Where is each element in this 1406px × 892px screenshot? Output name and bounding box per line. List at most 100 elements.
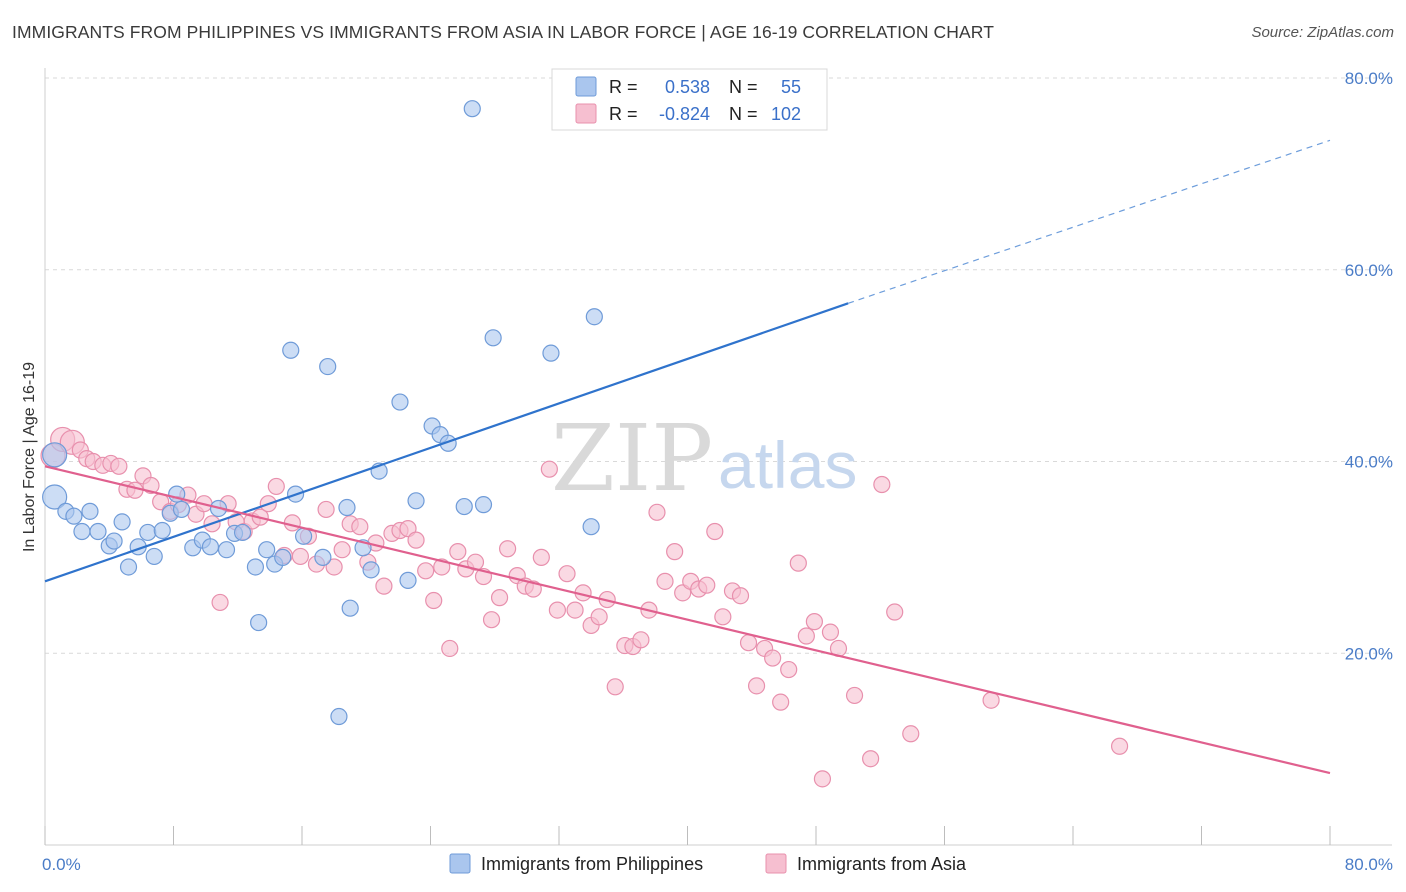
asia-point (325, 558, 343, 576)
philippines-point (341, 599, 359, 617)
philippines-point (65, 507, 83, 525)
philippines-point (113, 513, 131, 531)
philippines-point (246, 558, 265, 576)
philippines-point (201, 538, 220, 556)
asia-point (126, 481, 144, 499)
asia-point (566, 601, 584, 619)
stats-blue-r-value: 0.538 (665, 77, 710, 97)
gridlines (45, 77, 1392, 654)
legend-swatch-asia (765, 853, 787, 874)
asia-point (558, 565, 576, 583)
y-tick-label: 60.0% (1345, 261, 1393, 280)
watermark-atlas: atlas (718, 428, 857, 502)
asia-point (780, 660, 798, 679)
trend-lines (44, 139, 1331, 775)
asia-point (845, 686, 864, 705)
philippines-point (407, 492, 425, 510)
philippines-point (153, 521, 171, 540)
philippines-point (319, 357, 337, 376)
philippines-point (399, 571, 417, 589)
asia-point (656, 572, 674, 590)
legend: Immigrants from Philippines Immigrants f… (449, 853, 967, 874)
asia-point (747, 677, 766, 695)
philippines-point (89, 522, 107, 541)
philippines-point (391, 393, 409, 411)
philippines-point (139, 523, 157, 542)
asia-point (351, 518, 369, 536)
asia-point (211, 593, 229, 612)
asia-point (714, 608, 732, 626)
philippines-point (250, 613, 268, 632)
philippines-point (73, 522, 91, 541)
x-tick-label-min: 0.0% (42, 855, 81, 874)
x-tick-label-max: 80.0% (1345, 855, 1393, 874)
philippines-point (217, 541, 236, 559)
asia-point (449, 543, 467, 561)
asia-point (499, 540, 517, 558)
philippines-point (484, 329, 502, 347)
asia-point (142, 476, 160, 495)
philippines-point (463, 100, 481, 118)
philippines-point (295, 527, 313, 545)
philippines-point (282, 341, 300, 359)
asia-point (862, 750, 880, 768)
source-credit: Source: ZipAtlas.com (1251, 24, 1394, 41)
asia-point (317, 500, 335, 519)
asia-point (417, 562, 435, 580)
asia-point (698, 576, 716, 594)
asia-point (548, 601, 566, 619)
stats-blue-n-value: 55 (781, 77, 801, 97)
legend-label-philippines: Immigrants from Philippines (481, 854, 703, 874)
stats-swatch-pink (575, 103, 597, 124)
philippines-point (455, 497, 473, 516)
philippines-point (314, 548, 332, 566)
philippines-point (81, 502, 99, 520)
asia-point (666, 543, 684, 561)
philippines-point (42, 484, 68, 510)
asia-point (764, 649, 782, 667)
asia-point (375, 577, 393, 595)
asia-point (267, 477, 285, 496)
asia-point (333, 541, 351, 559)
asia-point (805, 613, 823, 631)
stats-pink-n-label: N = (729, 104, 758, 124)
philippines-point (105, 532, 123, 550)
philippines-point (42, 442, 68, 468)
asia-point (425, 591, 443, 610)
asia-point (821, 623, 840, 641)
asia-point (739, 634, 758, 652)
stats-blue-n-label: N = (729, 77, 758, 97)
stats-swatch-blue (575, 76, 597, 97)
y-axis-label: In Labor Force | Age 16-19 (21, 362, 38, 552)
asia-point (407, 531, 425, 549)
stats-pink-r-label: R = (609, 104, 638, 124)
philippines-point (338, 498, 356, 517)
asia-point (789, 554, 807, 572)
asia-point (731, 587, 750, 605)
y-tick-label: 40.0% (1345, 453, 1393, 472)
asia-point (706, 522, 724, 541)
asia-point (797, 627, 815, 645)
philippines-point (172, 500, 191, 519)
philippines-point (362, 561, 380, 579)
asia-point (902, 725, 920, 743)
watermark-zip: ZIP (551, 405, 713, 512)
philippines-trend-extension (847, 139, 1331, 304)
stats-box: R = 0.538 N = 55 R = -0.824 N = 102 (551, 68, 828, 131)
philippines-point (582, 518, 600, 536)
asia-point (648, 503, 666, 521)
series-philippines-points (42, 100, 825, 726)
asia-point (606, 678, 624, 696)
y-tick-labels: 20.0% 40.0% 60.0% 80.0% (1345, 69, 1393, 663)
philippines-point (258, 541, 276, 559)
y-tick-label: 80.0% (1345, 69, 1393, 88)
asia-point (441, 639, 459, 658)
chart-title: IMMIGRANTS FROM PHILIPPINES VS IMMIGRANT… (12, 22, 994, 42)
asia-point (540, 460, 558, 478)
stats-blue-r-label: R = (609, 77, 638, 97)
philippines-point (474, 496, 493, 514)
philippines-trend-line (44, 302, 849, 583)
asia-point (886, 603, 904, 621)
asia-point (590, 608, 608, 626)
